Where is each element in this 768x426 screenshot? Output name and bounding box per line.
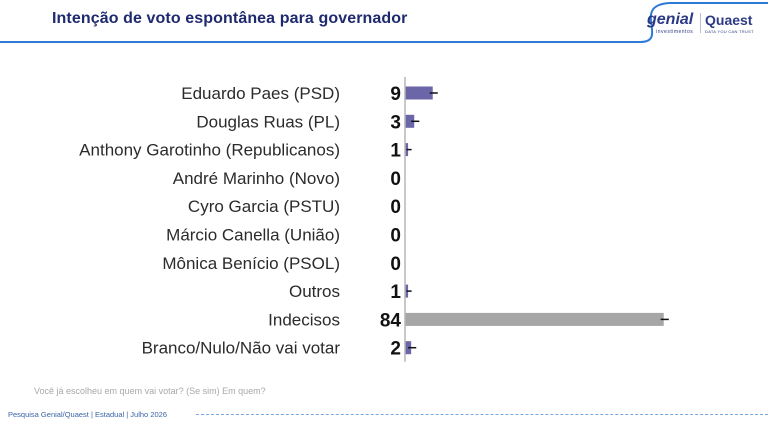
footer-source: Pesquisa Genial/Quaest | Estadual | Julh…	[8, 410, 167, 419]
category-label: Mônica Benício (PSOL)	[162, 254, 340, 273]
category-label: Outros	[289, 282, 340, 301]
value-label: 1	[390, 282, 401, 303]
category-label: Márcio Canella (União)	[166, 226, 340, 245]
category-label: Douglas Ruas (PL)	[196, 112, 340, 131]
quaest-logo: Quaest DATA YOU CAN TRUST	[705, 12, 754, 34]
genial-logo: genial investimentos	[647, 11, 694, 36]
quaest-logo-text: Quaest	[705, 12, 753, 28]
value-label: 0	[390, 169, 401, 190]
value-label: 0	[390, 197, 401, 218]
header-decoration	[639, 2, 768, 43]
category-label: Anthony Garotinho (Republicanos)	[79, 141, 340, 160]
category-label: Eduardo Paes (PSD)	[181, 84, 340, 103]
footer-divider	[196, 414, 768, 415]
value-label: 0	[390, 226, 401, 247]
category-label: André Marinho (Novo)	[173, 169, 340, 188]
bar-chart: Eduardo Paes (PSD) 9 Douglas Ruas (PL) 3 Ant…	[79, 77, 669, 362]
value-label: 0	[390, 254, 401, 275]
value-label: 84	[380, 310, 402, 331]
category-label: Branco/Nulo/Não vai votar	[142, 339, 341, 358]
value-label: 2	[390, 339, 401, 360]
value-label: 9	[390, 84, 401, 105]
bar	[405, 114, 415, 128]
genial-logo-subtext: investimentos	[656, 29, 694, 35]
bar	[405, 284, 409, 298]
chart-title: Intenção de voto espontânea para governa…	[52, 10, 408, 27]
category-label: Cyro Garcia (PSTU)	[188, 197, 340, 216]
value-label: 3	[390, 112, 401, 133]
bar	[405, 86, 433, 100]
category-label: Indecisos	[268, 310, 340, 329]
genial-logo-text: genial	[647, 11, 694, 28]
survey-question: Você já escolheu em quem vai votar? (Se …	[34, 386, 266, 396]
bar	[405, 143, 409, 157]
bar	[405, 312, 664, 326]
header-divider	[0, 41, 640, 43]
logo-divider	[700, 13, 701, 33]
value-label: 1	[390, 141, 401, 162]
quaest-logo-subtext: DATA YOU CAN TRUST	[705, 29, 754, 34]
